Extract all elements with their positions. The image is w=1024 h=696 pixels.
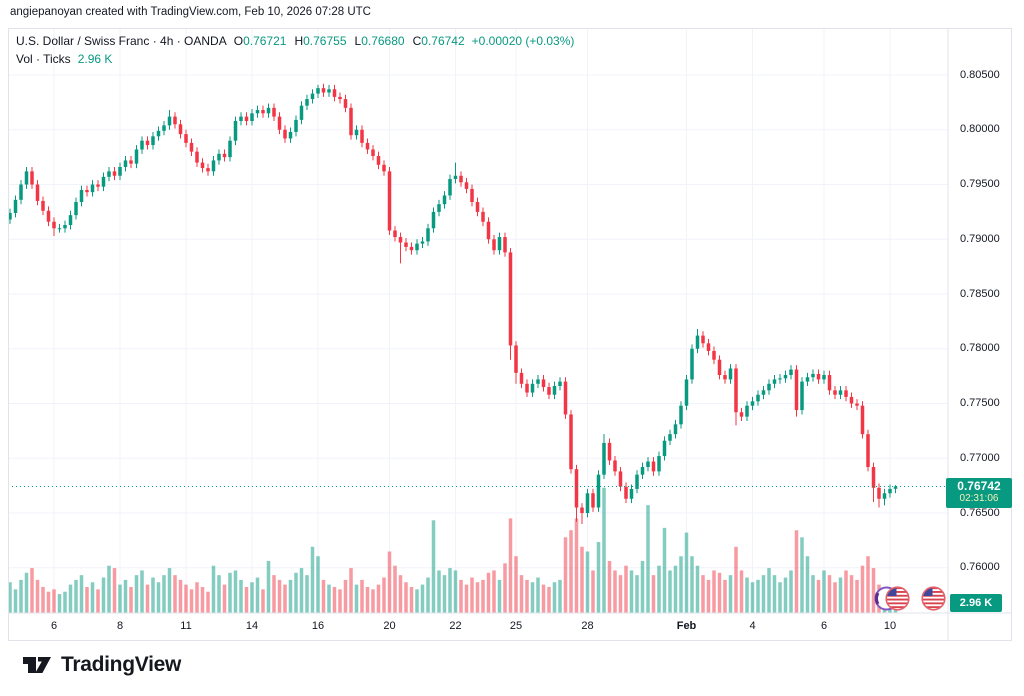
ohlc-values: O0.76721 H0.76755 L0.76680 C0.76742 <box>234 34 465 48</box>
legend-symbol-row: U.S. Dollar / Swiss Franc · 4h · OANDA O… <box>16 34 574 48</box>
price-axis-label: 0.80000 <box>960 123 1000 136</box>
price-axis-label: 0.78000 <box>960 342 1000 355</box>
time-axis-label: 14 <box>245 620 259 632</box>
time-axis-label: 16 <box>311 620 325 632</box>
instrument-logo-pair <box>874 586 910 611</box>
time-axis-label: 25 <box>509 620 523 632</box>
bar-countdown: 02:31:06 <box>959 493 999 505</box>
symbol-title[interactable]: U.S. Dollar / Swiss Franc · 4h · OANDA <box>16 34 227 48</box>
volume-indicator-title[interactable]: Vol · Ticks <box>16 52 71 66</box>
legend-volume-row: Vol · Ticks 2.96 K <box>16 52 574 66</box>
candlestick-series <box>8 83 898 524</box>
tradingview-logo: TradingView <box>22 652 181 678</box>
price-axis-label: 0.76500 <box>960 506 1000 519</box>
ohlc-pair: C0.76742 <box>412 34 465 48</box>
ohlc-pair: L0.76680 <box>354 34 405 48</box>
time-axis-label: 6 <box>820 620 828 632</box>
chart-legend: U.S. Dollar / Swiss Franc · 4h · OANDA O… <box>16 34 574 66</box>
gridlines <box>8 28 948 613</box>
us-flag-icon <box>921 586 946 611</box>
current-volume-label: 2.96 K <box>950 594 1002 612</box>
price-axis-label: 0.80500 <box>960 68 1000 81</box>
price-axis-label: 0.79000 <box>960 232 1000 245</box>
change-value: +0.00020 (+0.03%) <box>471 34 575 48</box>
price-axis-label: 0.76000 <box>960 561 1000 574</box>
attribution-text: angiepanoyan created with TradingView.co… <box>10 6 371 18</box>
time-axis-label: 6 <box>50 620 58 632</box>
time-axis-label: 28 <box>581 620 594 632</box>
volume-indicator-logo <box>921 586 946 611</box>
time-axis-label: Feb <box>676 620 697 632</box>
current-price-label: 0.76742 02:31:06 <box>946 477 1012 508</box>
tradingview-logo-icon <box>23 657 51 673</box>
time-axis-label: 11 <box>180 620 192 632</box>
time-axis-label: 20 <box>383 620 396 632</box>
ohlc-pair: H0.76755 <box>294 34 347 48</box>
volume-series <box>8 487 898 614</box>
price-axis-label: 0.78500 <box>960 287 1000 300</box>
time-axis-label: 22 <box>449 620 462 632</box>
volume-indicator-value: 2.96 K <box>77 52 113 66</box>
time-axis-label: 8 <box>116 620 124 632</box>
tradingview-logo-text: TradingView <box>61 653 182 676</box>
time-axis-label: 10 <box>883 620 897 632</box>
ohlc-pair: O0.76721 <box>233 34 287 48</box>
time-axis-label: 4 <box>749 620 756 632</box>
price-axis-label: 0.77000 <box>960 451 1000 464</box>
price-axis-label: 0.79500 <box>960 178 1000 190</box>
us-flag-icon <box>885 586 910 611</box>
price-axis-label: 0.77500 <box>960 397 1000 409</box>
current-price-value: 0.76742 <box>957 478 1001 493</box>
